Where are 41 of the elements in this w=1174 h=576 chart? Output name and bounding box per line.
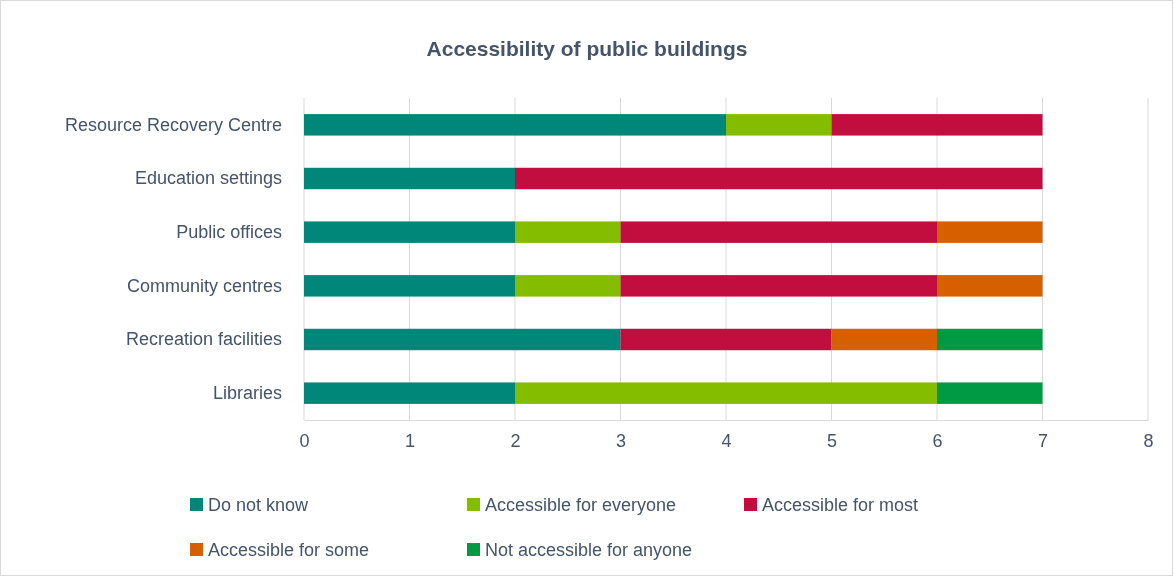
x-tick-label: 8 bbox=[1143, 430, 1154, 451]
x-tick-label: 6 bbox=[932, 430, 943, 451]
y-tick-label: Libraries bbox=[212, 382, 282, 403]
y-tick-label: Recreation facilities bbox=[125, 329, 282, 350]
x-tick-label: 0 bbox=[299, 430, 310, 451]
bar bbox=[304, 275, 515, 297]
legend-label: Accessible for some bbox=[208, 540, 370, 560]
bar bbox=[937, 328, 1043, 351]
bar bbox=[937, 275, 1043, 297]
x-tick-label: 1 bbox=[404, 430, 416, 451]
bar bbox=[515, 221, 621, 243]
bar bbox=[304, 328, 621, 351]
y-tick-label: Education settings bbox=[134, 168, 282, 189]
bar bbox=[937, 221, 1043, 243]
x-tick-label: 3 bbox=[615, 430, 627, 451]
bar bbox=[620, 221, 937, 243]
legend-label: Accessible for everyone bbox=[485, 495, 677, 515]
legend-label: Do not know bbox=[208, 495, 310, 515]
bar bbox=[515, 382, 937, 404]
y-tick-label: Public offices bbox=[176, 221, 282, 242]
bar bbox=[515, 167, 1043, 190]
bar bbox=[620, 275, 937, 297]
bar bbox=[831, 328, 937, 351]
y-tick-label: Resource Recovery Centre bbox=[64, 114, 282, 135]
x-tick-label: 7 bbox=[1037, 430, 1049, 451]
x-tick-label: 4 bbox=[721, 430, 732, 451]
x-tick-label: 5 bbox=[826, 430, 838, 451]
bar bbox=[937, 382, 1043, 404]
bar bbox=[831, 114, 1043, 136]
chart-title: Accessibility of public buildings bbox=[426, 37, 748, 60]
bar bbox=[304, 221, 515, 243]
x-tick-label: 2 bbox=[510, 430, 521, 451]
y-tick-label: Community centres bbox=[126, 275, 282, 296]
legend-label: Not accessible for anyone bbox=[485, 540, 693, 560]
bar bbox=[515, 275, 621, 297]
bar bbox=[304, 114, 726, 136]
bar bbox=[304, 167, 515, 190]
bar bbox=[304, 382, 515, 404]
legend-label: Accessible for most bbox=[762, 495, 919, 515]
bar bbox=[726, 114, 832, 136]
bar bbox=[620, 328, 832, 351]
